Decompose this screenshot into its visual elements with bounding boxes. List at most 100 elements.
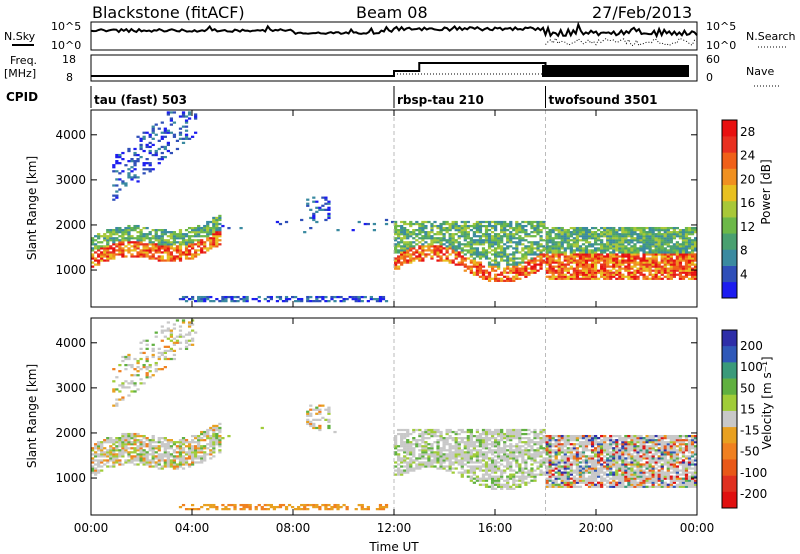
range-cell xyxy=(600,273,604,276)
range-cell xyxy=(457,453,461,456)
range-cell xyxy=(157,147,161,151)
range-cell xyxy=(660,277,664,280)
range-cell xyxy=(160,259,164,262)
range-cell xyxy=(554,471,558,474)
range-cell xyxy=(475,222,480,226)
range-cell xyxy=(493,222,498,226)
range-cell xyxy=(551,455,555,458)
range-cell xyxy=(457,241,461,244)
range-cell xyxy=(633,275,637,278)
range-cell xyxy=(569,235,573,238)
range-cell xyxy=(557,257,561,260)
range-cell xyxy=(412,467,416,470)
range-cell xyxy=(636,241,640,244)
range-cell xyxy=(533,449,537,452)
range-cell xyxy=(121,158,125,161)
range-cell xyxy=(651,243,655,246)
range-cell xyxy=(645,253,649,256)
range-cell xyxy=(575,453,580,456)
range-cell xyxy=(681,251,686,254)
range-cell xyxy=(442,453,446,456)
range-cell xyxy=(412,430,416,434)
range-cell xyxy=(169,461,174,464)
range-cell xyxy=(651,261,655,264)
range-cell xyxy=(154,249,158,252)
range-cell xyxy=(581,465,586,468)
range-cell xyxy=(333,430,337,434)
range-cell xyxy=(463,239,467,242)
range-cell xyxy=(197,229,201,232)
range-cell xyxy=(484,255,489,258)
range-cell xyxy=(563,273,567,276)
range-cell xyxy=(203,439,207,442)
range-cell xyxy=(151,441,155,444)
range-cell xyxy=(621,259,625,262)
range-cell xyxy=(690,243,695,246)
range-cell xyxy=(566,231,570,234)
range-cell xyxy=(584,275,589,278)
range-cell xyxy=(518,447,522,450)
range-cell xyxy=(169,119,174,122)
range-cell xyxy=(536,437,540,440)
range-cell xyxy=(490,253,495,256)
range-cell xyxy=(142,253,146,256)
range-cell xyxy=(306,297,310,301)
range-cell xyxy=(457,447,461,450)
range-cell xyxy=(584,245,589,248)
nsky-label: N.Sky xyxy=(4,30,36,43)
range-cell xyxy=(500,459,504,462)
range-cell xyxy=(497,469,501,472)
range-cell xyxy=(357,295,361,299)
range-cell xyxy=(384,503,389,507)
range-cell xyxy=(554,229,558,232)
range-cell xyxy=(103,247,107,250)
range-cell xyxy=(475,465,480,468)
range-cell xyxy=(503,222,507,226)
range-cell xyxy=(618,235,622,238)
range-cell xyxy=(539,443,543,446)
range-cell xyxy=(475,445,480,448)
range-cell xyxy=(178,247,183,250)
range-cell xyxy=(630,267,634,270)
range-cell xyxy=(421,257,425,260)
range-cell xyxy=(127,249,131,252)
range-cell xyxy=(206,432,210,436)
range-cell xyxy=(684,249,689,252)
range-cell xyxy=(169,339,174,342)
range-cell xyxy=(184,457,189,460)
range-cell xyxy=(166,247,170,250)
range-cell xyxy=(587,251,592,254)
range-cell xyxy=(681,247,686,250)
range-cell xyxy=(172,257,177,260)
range-cell xyxy=(433,459,437,462)
range-cell xyxy=(112,390,116,393)
range-cell xyxy=(675,226,680,230)
range-cell xyxy=(181,237,186,240)
range-cell xyxy=(660,241,664,244)
range-cell xyxy=(563,455,567,458)
range-cell xyxy=(118,241,122,244)
range-cell xyxy=(503,434,507,438)
range-cell xyxy=(203,297,207,301)
range-cell xyxy=(551,437,555,440)
range-cell xyxy=(503,441,507,444)
range-cell xyxy=(536,449,540,452)
range-cell xyxy=(172,241,177,244)
range-cell xyxy=(130,459,134,462)
range-cell xyxy=(184,347,189,350)
range-cell xyxy=(548,265,552,268)
range-cell xyxy=(500,224,504,228)
range-cell xyxy=(539,255,543,258)
range-cell xyxy=(139,455,143,458)
range-cell xyxy=(612,243,616,246)
range-cell xyxy=(521,220,525,224)
range-cell xyxy=(557,251,561,254)
range-cell xyxy=(554,485,558,488)
range-cell xyxy=(303,505,307,509)
range-cell xyxy=(190,239,195,242)
range-cell xyxy=(690,253,695,256)
range-cell xyxy=(618,237,622,240)
range-cell xyxy=(545,447,549,450)
range-cell xyxy=(106,241,110,244)
